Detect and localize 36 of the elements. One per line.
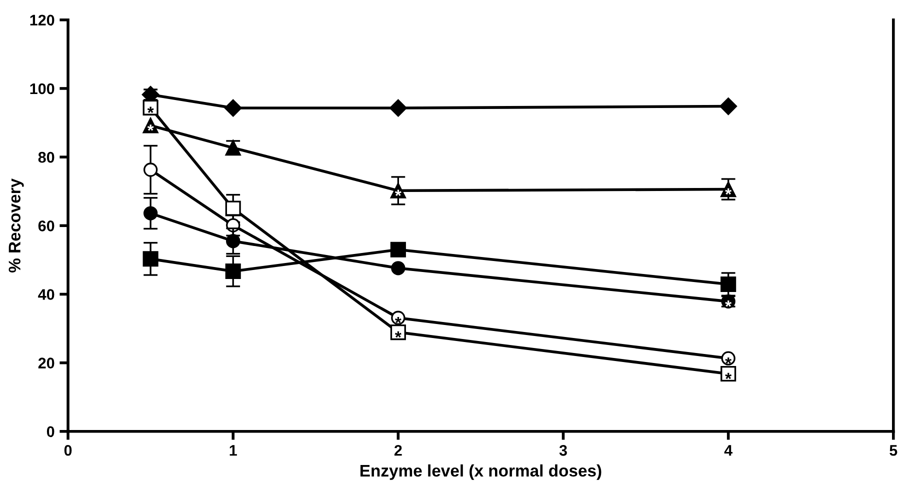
- y-tick-label: 120: [30, 14, 54, 26]
- annotation: *: [394, 316, 402, 324]
- point: [225, 140, 241, 156]
- point: [720, 98, 738, 115]
- annotation: *: [725, 188, 732, 195]
- annotation: *: [147, 106, 154, 113]
- annotation: *: [147, 124, 154, 131]
- point: [143, 162, 158, 177]
- annotation: *: [725, 372, 732, 380]
- annotation: *: [725, 357, 732, 364]
- x-tick-label: 0: [64, 444, 72, 456]
- point: [225, 263, 241, 280]
- y-tick-label: 100: [30, 83, 54, 94]
- point: [390, 242, 406, 258]
- x-tick-label: 1: [230, 445, 237, 456]
- y-tick-label: 40: [38, 289, 54, 300]
- point: [391, 261, 406, 276]
- x-tick-label: 4: [724, 445, 732, 456]
- annotation: *: [394, 190, 402, 196]
- point: [142, 251, 158, 267]
- y-tick-label: 80: [38, 152, 54, 163]
- point: [720, 276, 736, 292]
- point: [143, 206, 158, 220]
- point: [226, 234, 240, 248]
- y-tick-label: 0: [46, 426, 54, 438]
- x-tick-label: 5: [890, 445, 898, 456]
- y-tick-label: 20: [38, 358, 54, 368]
- y-axis-title: % Recovery: [8, 178, 24, 272]
- point: [389, 99, 407, 117]
- y-tick-label: 60: [38, 220, 54, 232]
- point: [224, 99, 242, 117]
- x-axis-title: Enzyme level (x normal doses): [360, 464, 602, 480]
- x-tick-label: 3: [559, 444, 567, 456]
- annotation: *: [725, 300, 732, 307]
- x-tick-label: 2: [394, 444, 402, 456]
- annotation: *: [394, 331, 402, 338]
